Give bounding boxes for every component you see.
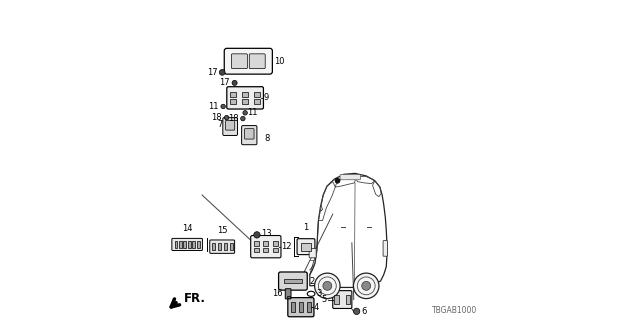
- Bar: [184, 241, 186, 248]
- Text: 4: 4: [314, 303, 319, 312]
- Bar: [223, 243, 227, 250]
- Text: 14: 14: [182, 224, 193, 233]
- Bar: [253, 248, 259, 252]
- FancyBboxPatch shape: [225, 120, 235, 130]
- Text: 13: 13: [261, 229, 272, 238]
- FancyBboxPatch shape: [223, 118, 237, 135]
- Bar: [263, 241, 268, 246]
- Circle shape: [253, 232, 260, 238]
- Bar: [230, 243, 233, 250]
- Circle shape: [221, 104, 225, 109]
- FancyBboxPatch shape: [383, 241, 388, 256]
- Bar: [334, 295, 339, 304]
- Text: 8: 8: [264, 134, 269, 143]
- Polygon shape: [320, 206, 323, 211]
- Circle shape: [220, 69, 225, 75]
- Bar: [263, 248, 268, 252]
- FancyBboxPatch shape: [210, 240, 235, 253]
- Circle shape: [353, 273, 379, 299]
- Bar: [179, 241, 182, 248]
- Text: 17: 17: [220, 78, 230, 87]
- Bar: [242, 92, 248, 97]
- FancyBboxPatch shape: [172, 238, 202, 251]
- Bar: [291, 302, 295, 312]
- Circle shape: [323, 281, 332, 290]
- FancyBboxPatch shape: [242, 125, 257, 145]
- Bar: [287, 296, 290, 298]
- Bar: [218, 243, 221, 250]
- Text: 17: 17: [207, 68, 218, 77]
- Circle shape: [225, 116, 229, 120]
- Text: 10: 10: [274, 57, 284, 66]
- FancyBboxPatch shape: [224, 48, 273, 74]
- Bar: [254, 99, 260, 104]
- Bar: [253, 241, 259, 246]
- Bar: [299, 302, 303, 312]
- Text: 11: 11: [247, 108, 258, 117]
- Bar: [254, 92, 260, 97]
- Text: 11: 11: [208, 102, 219, 111]
- Text: 3: 3: [317, 289, 322, 298]
- Text: FR.: FR.: [184, 292, 206, 305]
- Text: 2: 2: [310, 276, 315, 285]
- Bar: [230, 99, 236, 104]
- FancyBboxPatch shape: [251, 236, 281, 258]
- Circle shape: [335, 178, 340, 183]
- Text: 18: 18: [212, 113, 222, 122]
- Circle shape: [241, 116, 245, 121]
- Ellipse shape: [307, 291, 315, 296]
- Text: 9: 9: [263, 93, 269, 102]
- Circle shape: [315, 273, 340, 299]
- Bar: [273, 248, 278, 252]
- Bar: [230, 92, 236, 97]
- Circle shape: [362, 281, 371, 290]
- Bar: [301, 243, 311, 251]
- Bar: [307, 302, 311, 312]
- Circle shape: [243, 111, 247, 115]
- Bar: [284, 279, 301, 283]
- Bar: [175, 241, 177, 248]
- Bar: [193, 241, 195, 248]
- Text: 12: 12: [281, 242, 292, 251]
- FancyBboxPatch shape: [288, 298, 314, 317]
- FancyBboxPatch shape: [232, 54, 247, 68]
- Bar: [197, 241, 200, 248]
- FancyBboxPatch shape: [249, 54, 265, 68]
- FancyBboxPatch shape: [278, 272, 307, 290]
- FancyBboxPatch shape: [227, 87, 264, 109]
- Bar: [188, 241, 191, 248]
- FancyBboxPatch shape: [244, 129, 254, 139]
- Text: 18: 18: [228, 114, 239, 123]
- Bar: [346, 295, 350, 304]
- FancyBboxPatch shape: [285, 289, 291, 299]
- Text: 15: 15: [217, 226, 227, 235]
- FancyBboxPatch shape: [309, 249, 316, 258]
- Text: 7: 7: [218, 120, 223, 129]
- Circle shape: [353, 308, 360, 315]
- Text: 16: 16: [272, 289, 283, 298]
- Bar: [212, 243, 215, 250]
- Text: TBGAB1000: TBGAB1000: [433, 306, 477, 315]
- FancyBboxPatch shape: [340, 175, 360, 180]
- FancyBboxPatch shape: [297, 239, 315, 255]
- Bar: [242, 99, 248, 104]
- Text: 6: 6: [361, 307, 367, 316]
- Text: 1: 1: [303, 223, 308, 232]
- Circle shape: [232, 80, 237, 85]
- Text: 5: 5: [322, 295, 327, 304]
- FancyBboxPatch shape: [333, 291, 352, 308]
- Bar: [273, 241, 278, 246]
